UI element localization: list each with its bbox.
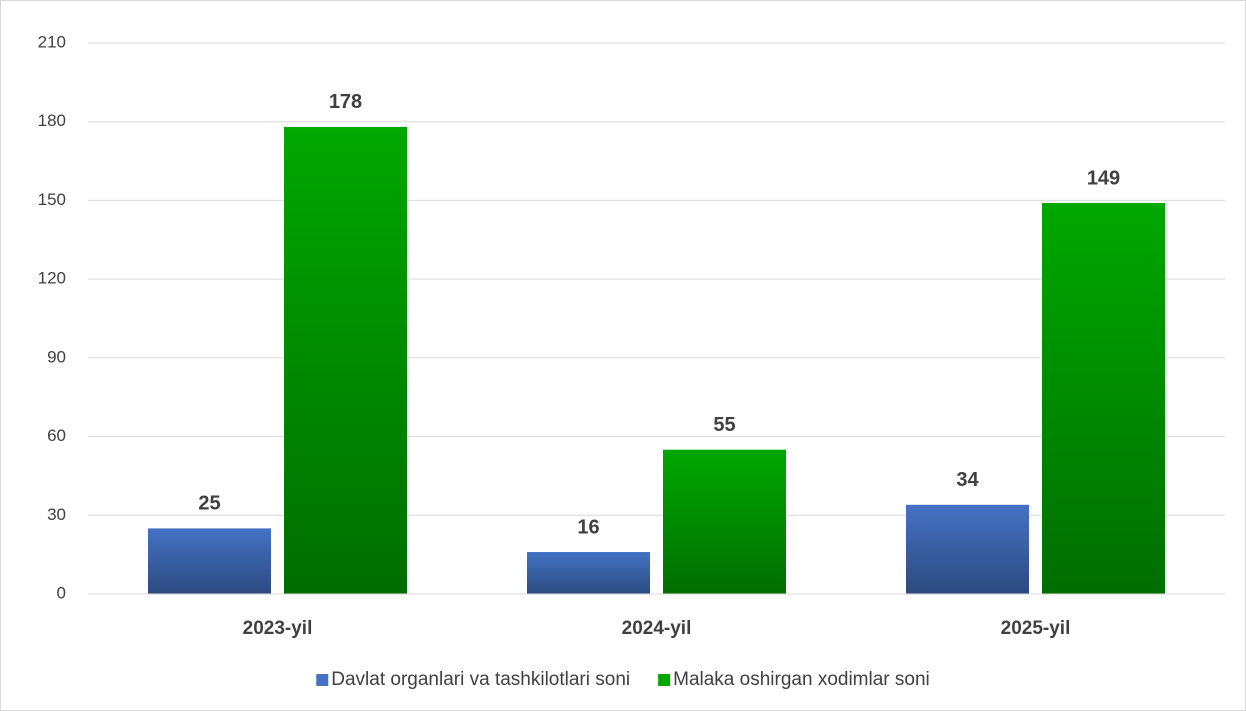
y-tick-label: 210: [38, 32, 66, 51]
x-tick-label: 2025-yil: [1001, 618, 1071, 639]
y-tick-label: 90: [47, 347, 66, 366]
data-label: 55: [713, 414, 735, 436]
data-label: 149: [1087, 167, 1120, 189]
legend-swatch: [658, 674, 671, 686]
x-tick-label: 2024-yil: [622, 618, 692, 639]
legend-label: Malaka oshirgan xodimlar soni: [673, 669, 930, 690]
y-tick-label: 0: [57, 583, 66, 602]
y-tick-label: 180: [38, 111, 66, 130]
bar-shade: [527, 552, 650, 594]
bar-shade: [284, 126, 407, 594]
legend-label: Davlat organlari va tashkilotlari soni: [331, 669, 630, 690]
y-tick-label: 150: [38, 190, 66, 209]
y-tick-label: 60: [47, 426, 66, 445]
bar-shade: [1042, 203, 1165, 595]
y-tick-label: 30: [47, 505, 66, 524]
x-tick-label: 2023-yil: [243, 618, 313, 639]
y-tick-label: 120: [38, 269, 66, 288]
bar-shade: [906, 504, 1029, 594]
bar-shade: [148, 528, 271, 594]
bar-shade: [663, 449, 786, 594]
data-label: 178: [329, 91, 362, 113]
data-label: 16: [577, 516, 599, 538]
legend-swatch: [316, 674, 329, 686]
data-label: 34: [956, 469, 979, 491]
data-label: 25: [198, 493, 220, 515]
